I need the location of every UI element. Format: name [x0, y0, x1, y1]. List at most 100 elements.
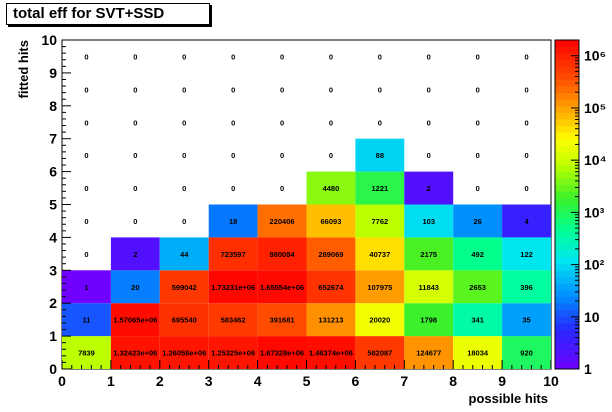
cell-value-label: 2175: [420, 250, 437, 259]
heatmap-cell: [355, 303, 405, 337]
cell-value-label: 583462: [221, 316, 246, 325]
y-tick-label: 4: [49, 229, 57, 245]
cell-value-label: 66093: [321, 217, 342, 226]
palette-band: [555, 197, 579, 205]
cell-value-label: 0: [133, 52, 137, 61]
cell-value-label: 0: [427, 151, 431, 160]
cell-value-label: 0: [182, 52, 186, 61]
cell-value-label: 1.46374e+06: [309, 349, 353, 358]
cell-value-label: 920: [520, 349, 533, 358]
heatmap-cell: [306, 171, 356, 205]
cell-value-label: 0: [329, 118, 333, 127]
cell-value-label: 0: [84, 85, 88, 94]
x-tick-label: 4: [254, 373, 262, 389]
cell-value-label: 2: [133, 250, 137, 259]
y-tick-label: 0: [49, 361, 57, 377]
cell-value-label: 582087: [367, 349, 392, 358]
heatmap-cell: [355, 204, 405, 238]
heatmap-cell: [355, 237, 405, 271]
cell-value-label: 0: [182, 118, 186, 127]
cell-value-label: 723597: [221, 250, 246, 259]
x-tick-label: 10: [543, 373, 559, 389]
cell-value-label: 0: [280, 184, 284, 193]
chart-title: total eff for SVT+SSD: [6, 3, 210, 25]
heatmap-cell: [404, 171, 454, 205]
x-tick-label: 9: [498, 373, 506, 389]
heatmap-cell: [355, 171, 405, 205]
cell-value-label: 0: [476, 118, 480, 127]
cell-value-label: 492: [471, 250, 484, 259]
heatmap-cell: [208, 237, 258, 271]
heatmap-cell: [110, 303, 160, 337]
heatmap-cell: [159, 303, 209, 337]
palette-band: [555, 230, 579, 238]
palette-band: [555, 118, 579, 126]
y-tick-label: 7: [49, 131, 57, 147]
palette-band: [555, 243, 579, 251]
cell-value-label: 107975: [367, 283, 392, 292]
palette-band: [555, 105, 579, 113]
heatmap-cell: [306, 204, 356, 238]
palette-tick-label: 10⁶: [584, 48, 606, 64]
cell-value-label: 220406: [270, 217, 295, 226]
cell-value-label: 4: [524, 217, 529, 226]
y-tick-label: 6: [49, 164, 57, 180]
cell-value-label: 0: [231, 118, 235, 127]
palette-band: [555, 138, 579, 146]
palette-band: [555, 290, 579, 298]
cell-value-label: 7762: [372, 217, 389, 226]
cell-value-label: 88: [376, 151, 384, 160]
palette-band: [555, 362, 579, 370]
cell-value-label: 131213: [318, 316, 343, 325]
cell-value-label: 0: [524, 52, 528, 61]
heatmap-cell: [208, 204, 258, 238]
heatmap-cell: [62, 270, 111, 304]
palette-band: [555, 112, 579, 120]
cell-value-label: 0: [133, 118, 137, 127]
heatmap-cell: [502, 336, 551, 369]
palette-band: [555, 211, 579, 219]
cell-value-label: 0: [280, 85, 284, 94]
heatmap-cell: [110, 270, 160, 304]
palette-band: [555, 224, 579, 232]
heatmap-cell: [404, 237, 454, 271]
palette-band: [555, 191, 579, 199]
palette-band: [555, 283, 579, 291]
x-tick-label: 6: [352, 373, 360, 389]
cell-value-label: 1.25325e+06: [211, 349, 255, 358]
x-tick-label: 1: [107, 373, 115, 389]
palette-band: [555, 336, 579, 344]
cell-value-label: 0: [182, 184, 186, 193]
cell-value-label: 7839: [78, 349, 95, 358]
palette-band: [555, 184, 579, 192]
heatmap-cell: [110, 237, 160, 271]
cell-value-label: 0: [524, 184, 528, 193]
palette-band: [555, 145, 579, 153]
heatmap-cell: [159, 237, 209, 271]
palette-tick-label: 10²: [584, 257, 605, 273]
palette-band: [555, 342, 579, 350]
palette-band: [555, 303, 579, 311]
palette-band: [555, 92, 579, 100]
cell-labels: 7839 1.32423e+06 1.26058e+06 1.25325e+06 1.6…: [78, 52, 533, 357]
y-tick-label: 8: [49, 98, 57, 114]
cell-value-label: 980084: [270, 250, 296, 259]
cell-value-label: 0: [427, 118, 431, 127]
palette-band: [555, 59, 579, 67]
heatmap-cell: [159, 270, 209, 304]
palette-band: [555, 72, 579, 80]
heatmap-cell: [208, 270, 258, 304]
cell-value-label: 2653: [469, 283, 486, 292]
heatmap-cell: [62, 303, 111, 337]
cell-value-label: 0: [329, 85, 333, 94]
cell-value-label: 0: [133, 85, 137, 94]
palette-band: [555, 322, 579, 330]
y-axis-label: fitted hits: [16, 40, 31, 99]
heatmap-cells: [62, 138, 551, 369]
palette-band: [555, 263, 579, 271]
cell-value-label: 0: [182, 151, 186, 160]
heatmap-cell: [208, 303, 258, 337]
palette-band: [555, 329, 579, 337]
heatmap-cell: [355, 336, 405, 369]
heatmap-cell: [453, 270, 503, 304]
